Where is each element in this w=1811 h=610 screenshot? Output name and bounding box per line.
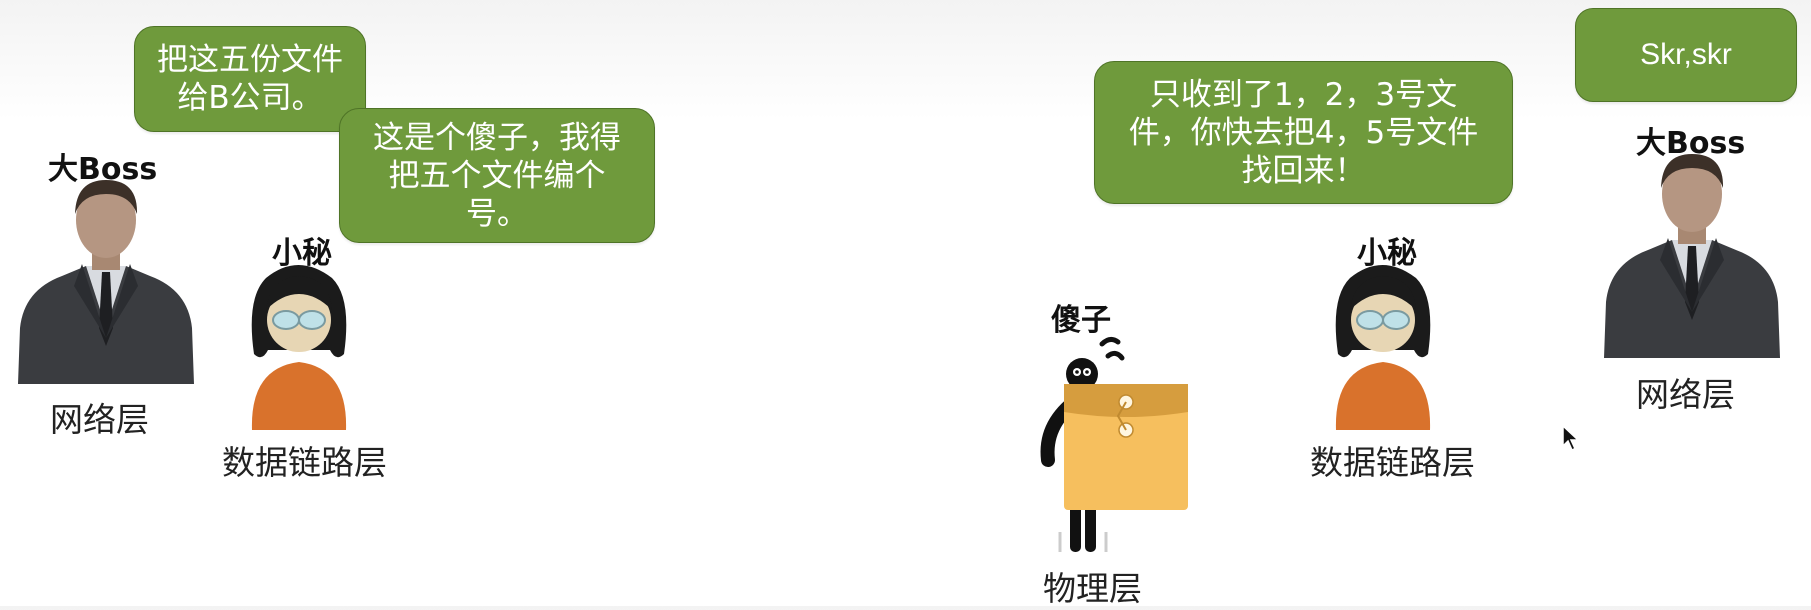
right-secretary-layer: 数据链路层 [1310,443,1475,482]
secretary-icon [1330,258,1436,430]
speech-text-right-secretary: 只收到了1，2，3号文件，你快去把4，5号文件找回来！ [1128,76,1479,189]
secretary-icon [246,258,352,430]
left-secretary-layer: 数据链路层 [222,443,387,482]
fool-layer: 物理层 [1043,569,1142,608]
speech-text-right-boss: Skr,skr [1640,38,1732,71]
mouse-cursor-icon [1562,425,1580,451]
stick-figure-with-envelope-icon [1034,336,1190,556]
speech-bubble-left-secretary: 这是个傻子，我得把五个文件编个号。 [339,108,655,243]
right-boss-layer: 网络层 [1636,375,1735,414]
businessman-icon [1604,152,1780,358]
speech-bubble-right-secretary: 只收到了1，2，3号文件，你快去把4，5号文件找回来！ [1094,61,1513,204]
left-boss-layer: 网络层 [50,400,149,439]
speech-text-left-secretary: 这是个傻子，我得把五个文件编个号。 [373,119,621,232]
speech-bubble-right-boss: Skr,skr [1575,8,1797,102]
fool-name: 傻子 [1051,303,1111,338]
speech-bubble-left-boss: 把这五份文件给B公司。 [134,26,366,132]
right-secretary-name: 小秘 [1357,236,1417,271]
businessman-icon [18,178,194,384]
speech-text-left-boss: 把这五份文件给B公司。 [157,42,343,116]
